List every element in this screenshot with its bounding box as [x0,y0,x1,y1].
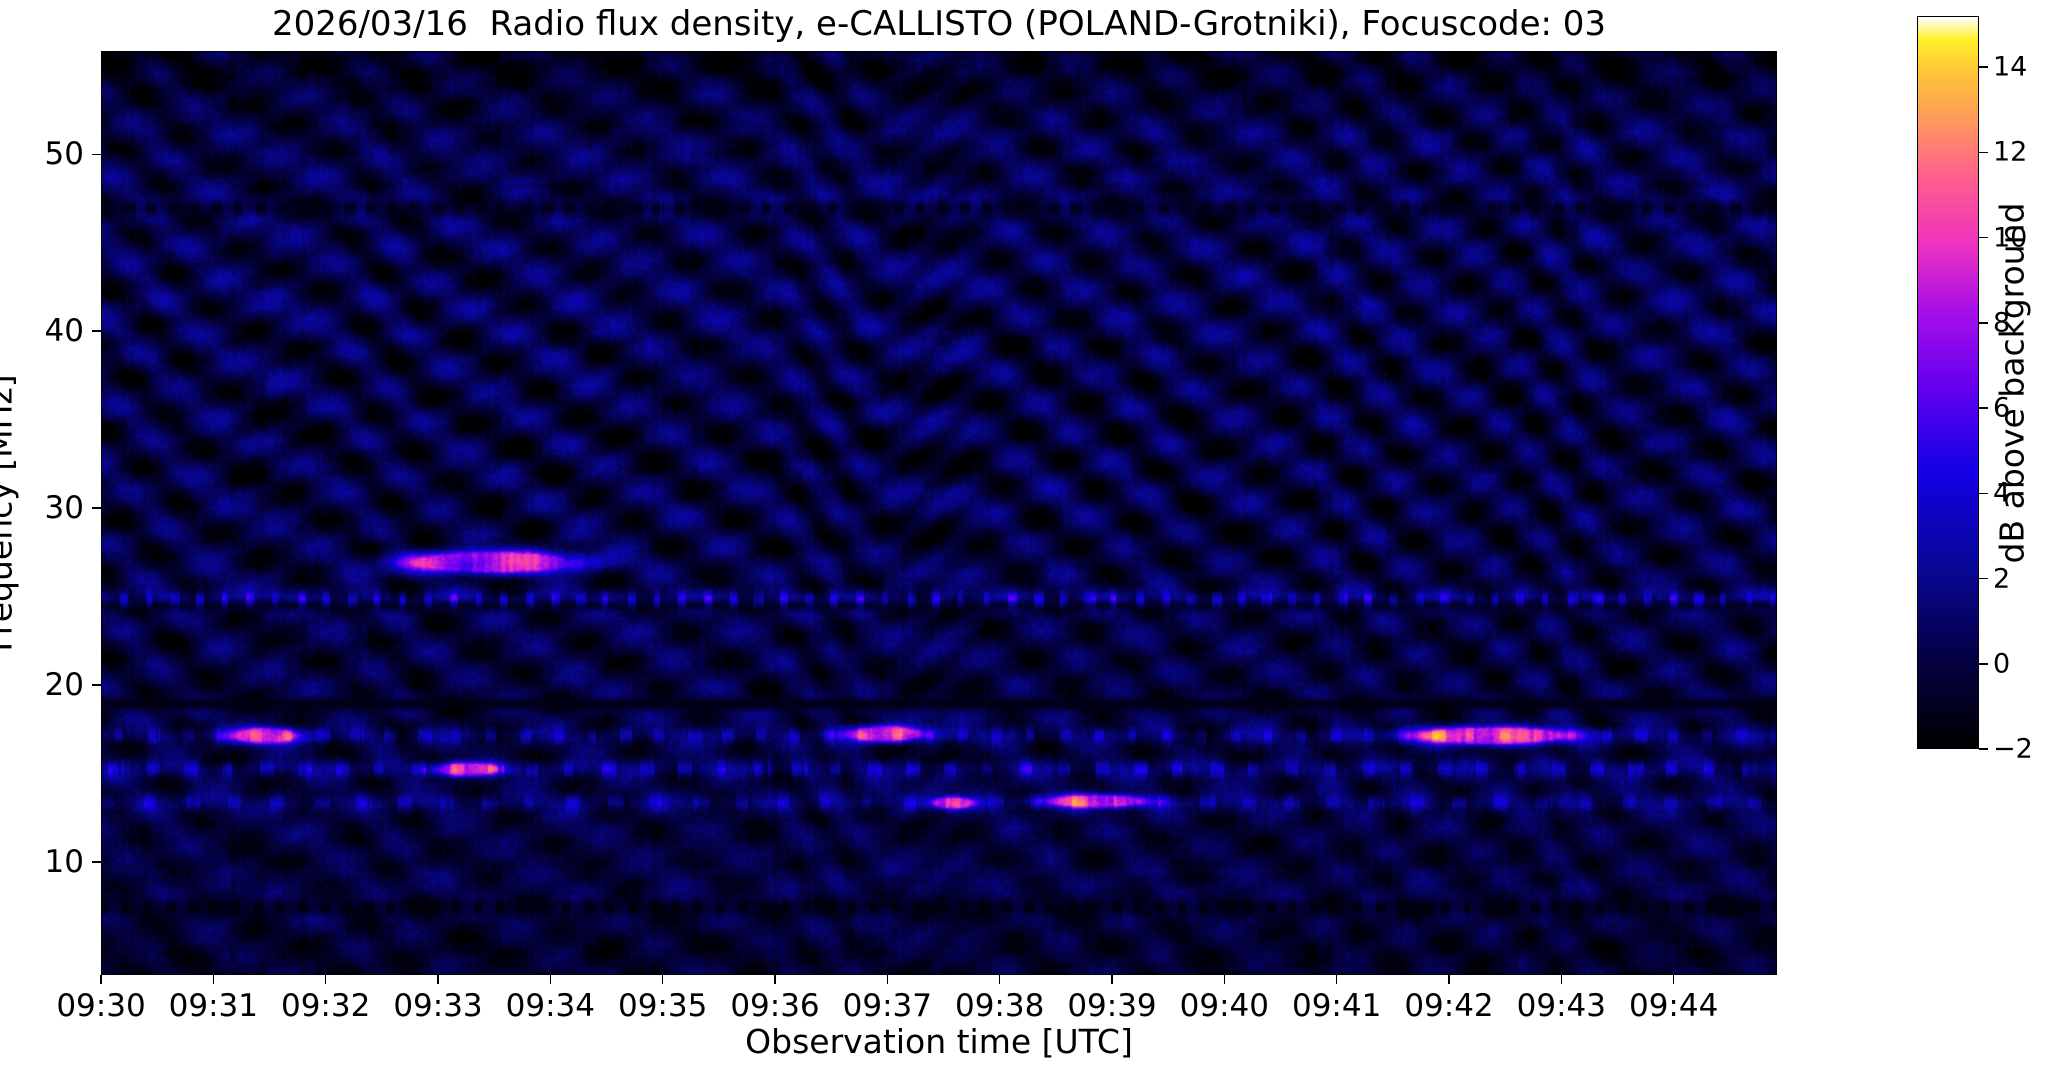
x-tick-mark [324,975,327,984]
colorbar-tick-mark [1979,492,1988,495]
y-tick-mark [92,861,101,863]
x-tick-mark [1335,975,1338,984]
colorbar-tick-mark [1979,407,1988,409]
y-tick-label: 10 [44,844,84,881]
colorbar-label: dB above background [1992,202,2032,564]
y-tick-label: 40 [44,313,84,350]
colorbar-gradient [1917,16,1979,749]
colorbar-tick-label: 6 [1993,392,2011,424]
x-tick-label: 09:32 [280,988,371,1024]
x-tick-mark [1448,975,1450,984]
y-axis-label: Frequency [MHz] [0,374,20,652]
x-tick-label: 09:34 [505,988,595,1024]
y-tick-mark [92,330,101,333]
colorbar-tick-label: 14 [1993,51,2028,83]
colorbar-tick-label: 2 [1993,563,2011,595]
y-tick-label: 20 [44,667,84,704]
x-tick-label: 09:44 [1628,988,1719,1024]
x-tick-mark [661,975,664,984]
y-tick-mark [92,153,101,156]
colorbar-tick-label: 4 [1993,477,2011,509]
x-axis-label: Observation time [UTC] [745,1022,1133,1061]
colorbar-tick-mark [1979,236,1988,239]
y-tick-mark [92,684,101,686]
y-tick-mark [92,507,101,510]
x-tick-mark [100,975,102,984]
x-tick-label: 09:36 [730,988,820,1024]
colorbar-tick-label: 10 [1993,222,2028,254]
x-tick-label: 09:40 [1179,988,1269,1024]
x-tick-label: 09:31 [168,988,258,1024]
x-tick-label: 09:35 [617,988,708,1024]
x-tick-label: 09:42 [1404,988,1494,1024]
x-tick-label: 09:38 [954,988,1045,1024]
x-tick-mark [774,975,776,984]
colorbar[interactable]: −2 0 2 4 6 8 10 12 14 [1917,16,2033,765]
x-tick-label: 09:41 [1291,988,1382,1024]
spectrogram-plot-area[interactable] [101,51,1777,975]
x-tick-label: 09:43 [1516,988,1606,1024]
colorbar-tick-mark [1979,322,1988,324]
x-tick-mark [998,975,1001,984]
y-tick-label: 30 [44,490,84,527]
x-tick-mark [1223,975,1226,984]
x-tick-mark [1672,975,1675,984]
x-tick-mark [549,975,552,984]
colorbar-tick-mark [1979,577,1988,580]
x-tick-mark [1560,975,1563,984]
x-tick-mark [437,975,439,984]
colorbar-tick-label: 8 [1993,307,2011,339]
colorbar-tick-label: 12 [1993,136,2028,168]
x-tick-mark [212,975,215,984]
x-tick-label: 09:33 [393,988,483,1024]
x-tick-label: 09:39 [1067,988,1157,1024]
colorbar-tick-mark [1979,748,1988,750]
colorbar-tick-label: 0 [1993,648,2011,680]
spectrogram-image [102,52,1776,974]
x-tick-mark [1111,975,1113,984]
colorbar-tick-mark [1979,151,1988,154]
y-tick-label: 50 [44,136,84,173]
colorbar-tick-label: −2 [1993,733,2033,765]
page-title: 2026/03/16 Radio flux density, e-CALLIST… [271,4,1607,44]
x-tick-label: 09:37 [842,988,932,1024]
colorbar-tick-mark [1979,662,1988,665]
x-tick-label: 09:30 [56,988,146,1024]
x-tick-mark [886,975,889,984]
colorbar-tick-mark [1979,66,1988,68]
